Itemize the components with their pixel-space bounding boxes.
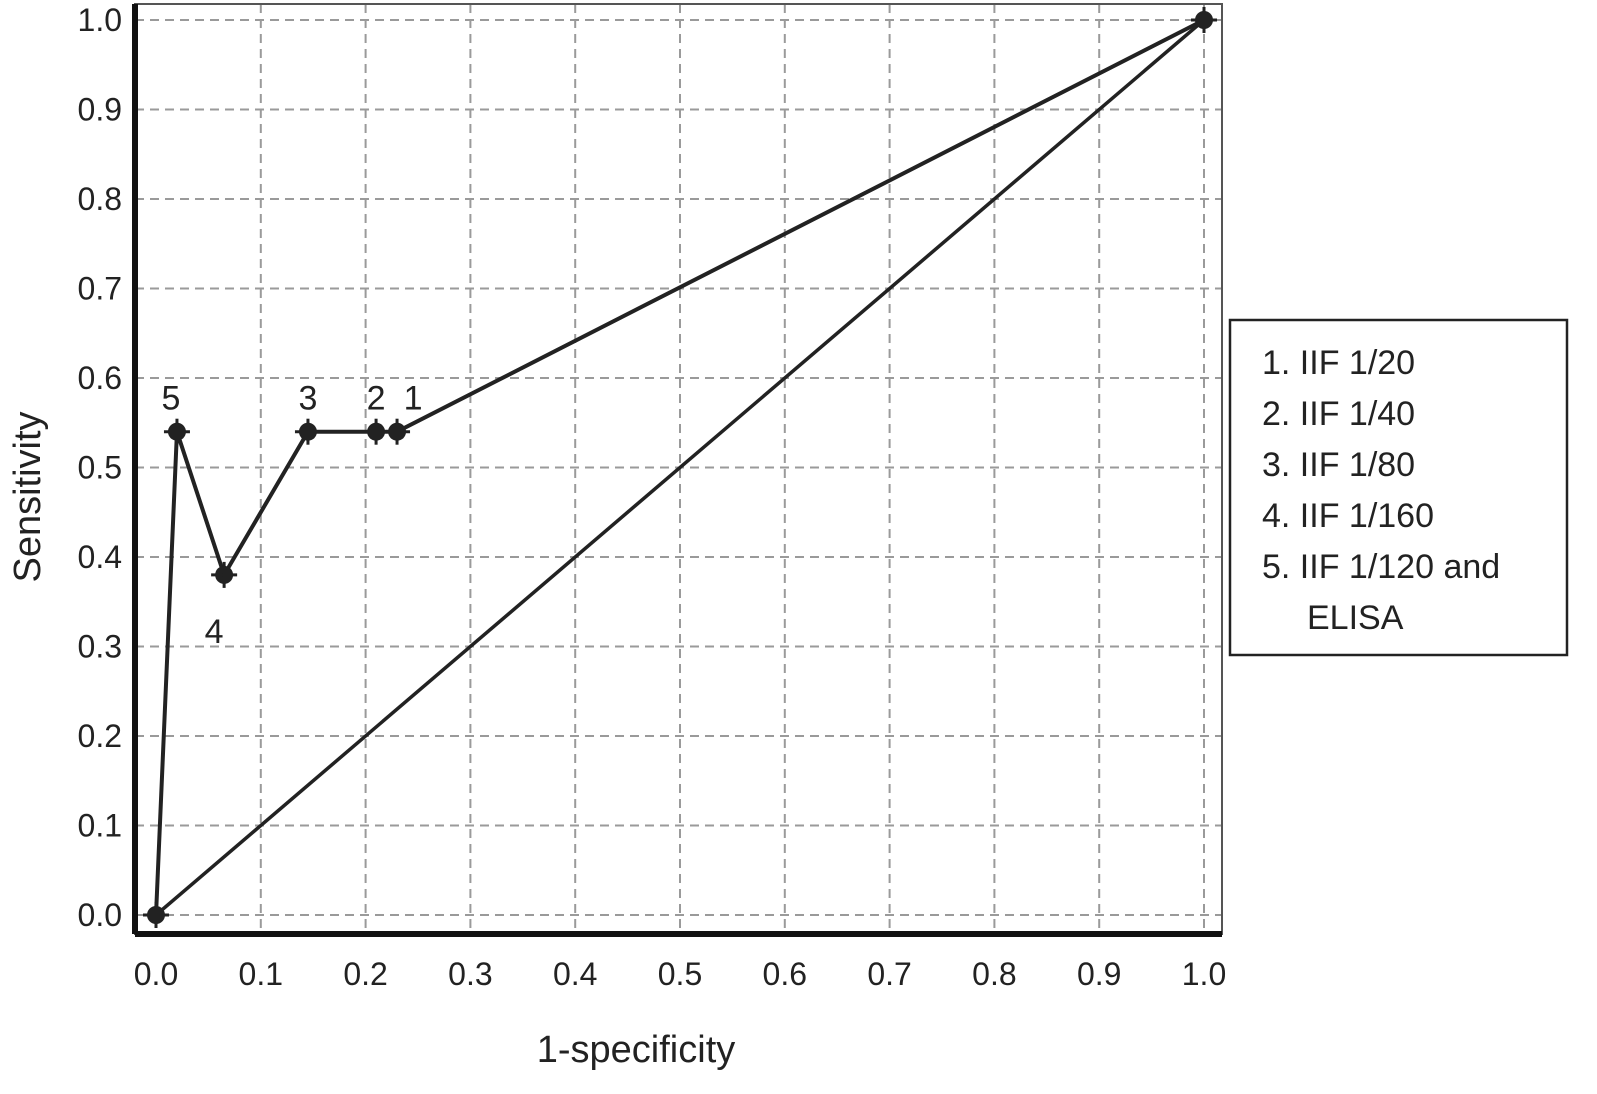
- legend-box: [1228, 318, 1569, 657]
- data-point: [294, 418, 321, 445]
- data-point: [211, 561, 238, 588]
- point-label: 2: [367, 380, 386, 418]
- x-tick-label: 0.3: [448, 956, 492, 992]
- legend-entry: ELISA: [1307, 599, 1404, 637]
- y-tick-label: 1.0: [78, 2, 122, 38]
- y-tick-label: 0.4: [78, 539, 122, 575]
- y-tick-label: 0.7: [78, 271, 122, 307]
- x-tick-label: 1.0: [1182, 956, 1226, 992]
- y-tick-label: 0.8: [78, 181, 122, 217]
- data-point: [384, 418, 411, 445]
- y-tick-label: 0.9: [78, 92, 122, 128]
- x-tick-label: 0.6: [763, 956, 807, 992]
- tick-labels: 0.0 0.1 0.2 0.3 0.4 0.5 0.6 0.7 0.8 0.9 1.0 0.0 0.1 0…: [78, 2, 1227, 992]
- point-labels: 5 4 3 2 1: [161, 380, 422, 651]
- point-label: 4: [205, 613, 224, 651]
- data-points: [143, 7, 1217, 928]
- legend-entry: 1. IIF 1/20: [1262, 344, 1415, 382]
- data-point: [143, 902, 169, 928]
- data-point: [163, 418, 190, 445]
- legend-entry: 4. IIF 1/160: [1262, 497, 1434, 535]
- x-tick-label: 0.5: [658, 956, 702, 992]
- x-tick-label: 0.1: [239, 956, 283, 992]
- y-tick-label: 0.3: [78, 629, 122, 665]
- point-label: 5: [161, 380, 180, 418]
- reference-diagonal-line: [154, 18, 1206, 917]
- y-tick-label: 0.0: [78, 897, 122, 933]
- x-tick-label: 0.4: [553, 956, 597, 992]
- x-axis-title: 1-specificity: [537, 1029, 736, 1071]
- x-tick-label: 0.2: [343, 956, 387, 992]
- point-label: 1: [404, 380, 423, 418]
- legend: 1. IIF 1/20 2. IIF 1/40 3. IIF 1/80 4. IIF …: [1228, 318, 1569, 657]
- y-tick-label: 0.6: [78, 360, 122, 396]
- legend-entry: 2. IIF 1/40: [1262, 395, 1415, 433]
- axes: [132, 3, 1223, 937]
- y-tick-label: 0.2: [78, 718, 122, 754]
- x-tick-label: 0.7: [867, 956, 911, 992]
- legend-entry: 3. IIF 1/80: [1262, 446, 1415, 484]
- x-tick-label: 0.9: [1077, 956, 1121, 992]
- grid: [135, 4, 1222, 934]
- legend-entry: 5. IIF 1/120 and: [1262, 548, 1500, 586]
- x-tick-label: 0.0: [134, 956, 178, 992]
- y-tick-label: 0.1: [78, 808, 122, 844]
- y-axis-title: Sensitivity: [7, 411, 49, 582]
- data-point: [1191, 7, 1217, 33]
- x-tick-label: 0.8: [972, 956, 1016, 992]
- point-label: 3: [298, 380, 317, 418]
- y-tick-label: 0.5: [78, 450, 122, 486]
